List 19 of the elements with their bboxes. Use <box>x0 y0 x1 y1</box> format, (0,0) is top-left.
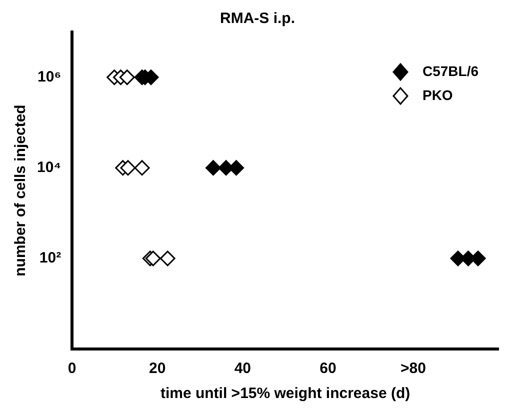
x-tick-label: 40 <box>234 360 252 378</box>
point <box>120 160 136 176</box>
point <box>119 70 135 86</box>
x-tick-label: 20 <box>149 360 166 378</box>
y-tick-label: 10⁴ <box>36 159 62 176</box>
point <box>145 250 161 266</box>
x-axis-title: time until >15% weight increase (d) <box>160 385 410 402</box>
y-axis-title: number of cells injected <box>12 104 30 276</box>
x-tick-label: 60 <box>320 360 336 378</box>
point <box>205 160 221 176</box>
point <box>134 160 150 176</box>
point <box>160 250 176 266</box>
y-tick-label: 10⁶ <box>38 68 62 86</box>
y-tick-label: 10² <box>39 250 62 267</box>
legend-label: PKO <box>422 86 453 103</box>
chart-title: RMA-S i.p. <box>220 10 295 28</box>
x-tick-label: 0 <box>68 360 76 378</box>
legend-label: C57BL/6 <box>422 62 479 79</box>
x-tick-label: >80 <box>400 360 426 378</box>
